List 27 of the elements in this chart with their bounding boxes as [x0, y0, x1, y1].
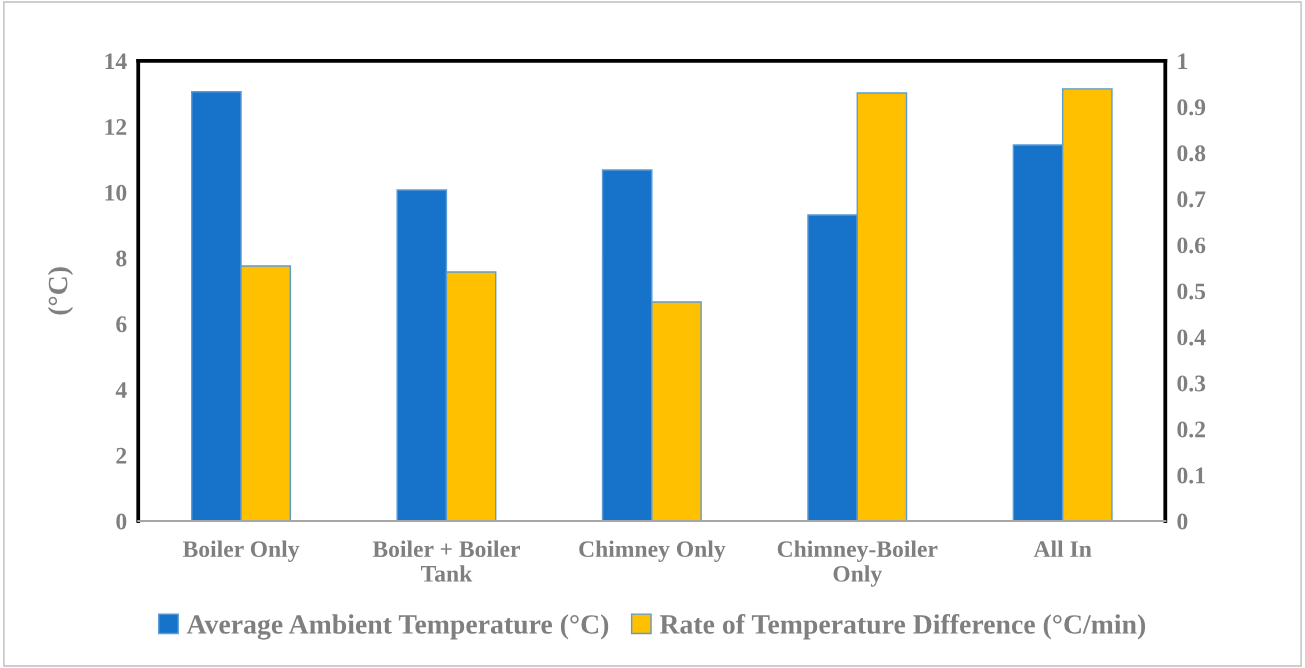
y-tick-label: 4: [115, 382, 127, 398]
y2-tick-label: 0.2: [1177, 421, 1205, 438]
y-tick-label: 14: [105, 53, 127, 69]
y2-tick-label: 1: [1178, 53, 1188, 69]
x-tick-label: Chimney Only: [579, 540, 726, 562]
y2-tick-label: 0.6: [1177, 237, 1206, 254]
y-tick-label: 10: [105, 184, 127, 201]
y2-tick-label: 0.3: [1177, 375, 1206, 392]
y2-tick-label: 0.5: [1177, 283, 1206, 300]
y-tick-label: 8: [116, 250, 127, 267]
y2-tick-label: 0.1: [1177, 467, 1205, 484]
legend-label: Average Ambient Temperature (°C): [186, 614, 609, 640]
y2-tick-label: 0.9: [1177, 99, 1206, 116]
y-tick-label: 0: [116, 513, 127, 530]
y-axis-title: (°C): [47, 267, 74, 315]
y-tick-label: 12: [105, 119, 127, 135]
y2-tick-label: 0.4: [1177, 329, 1206, 346]
y2-tick-label: 0: [1177, 513, 1188, 530]
x-tick-label: Chimney-Boiler Only: [777, 540, 938, 587]
y2-tick-label: 0.8: [1177, 145, 1206, 162]
x-tick-label: Boiler + Boiler Tank: [372, 540, 520, 582]
y2-tick-label: 0.7: [1177, 191, 1206, 208]
x-tick-label: All In: [1033, 540, 1092, 557]
legend-label: Rate of Temperature Difference (°C/min): [659, 613, 1146, 640]
x-tick-label: Boiler Only: [182, 540, 300, 562]
y-tick-label: 6: [116, 316, 127, 333]
y-tick-label: 2: [116, 447, 127, 464]
